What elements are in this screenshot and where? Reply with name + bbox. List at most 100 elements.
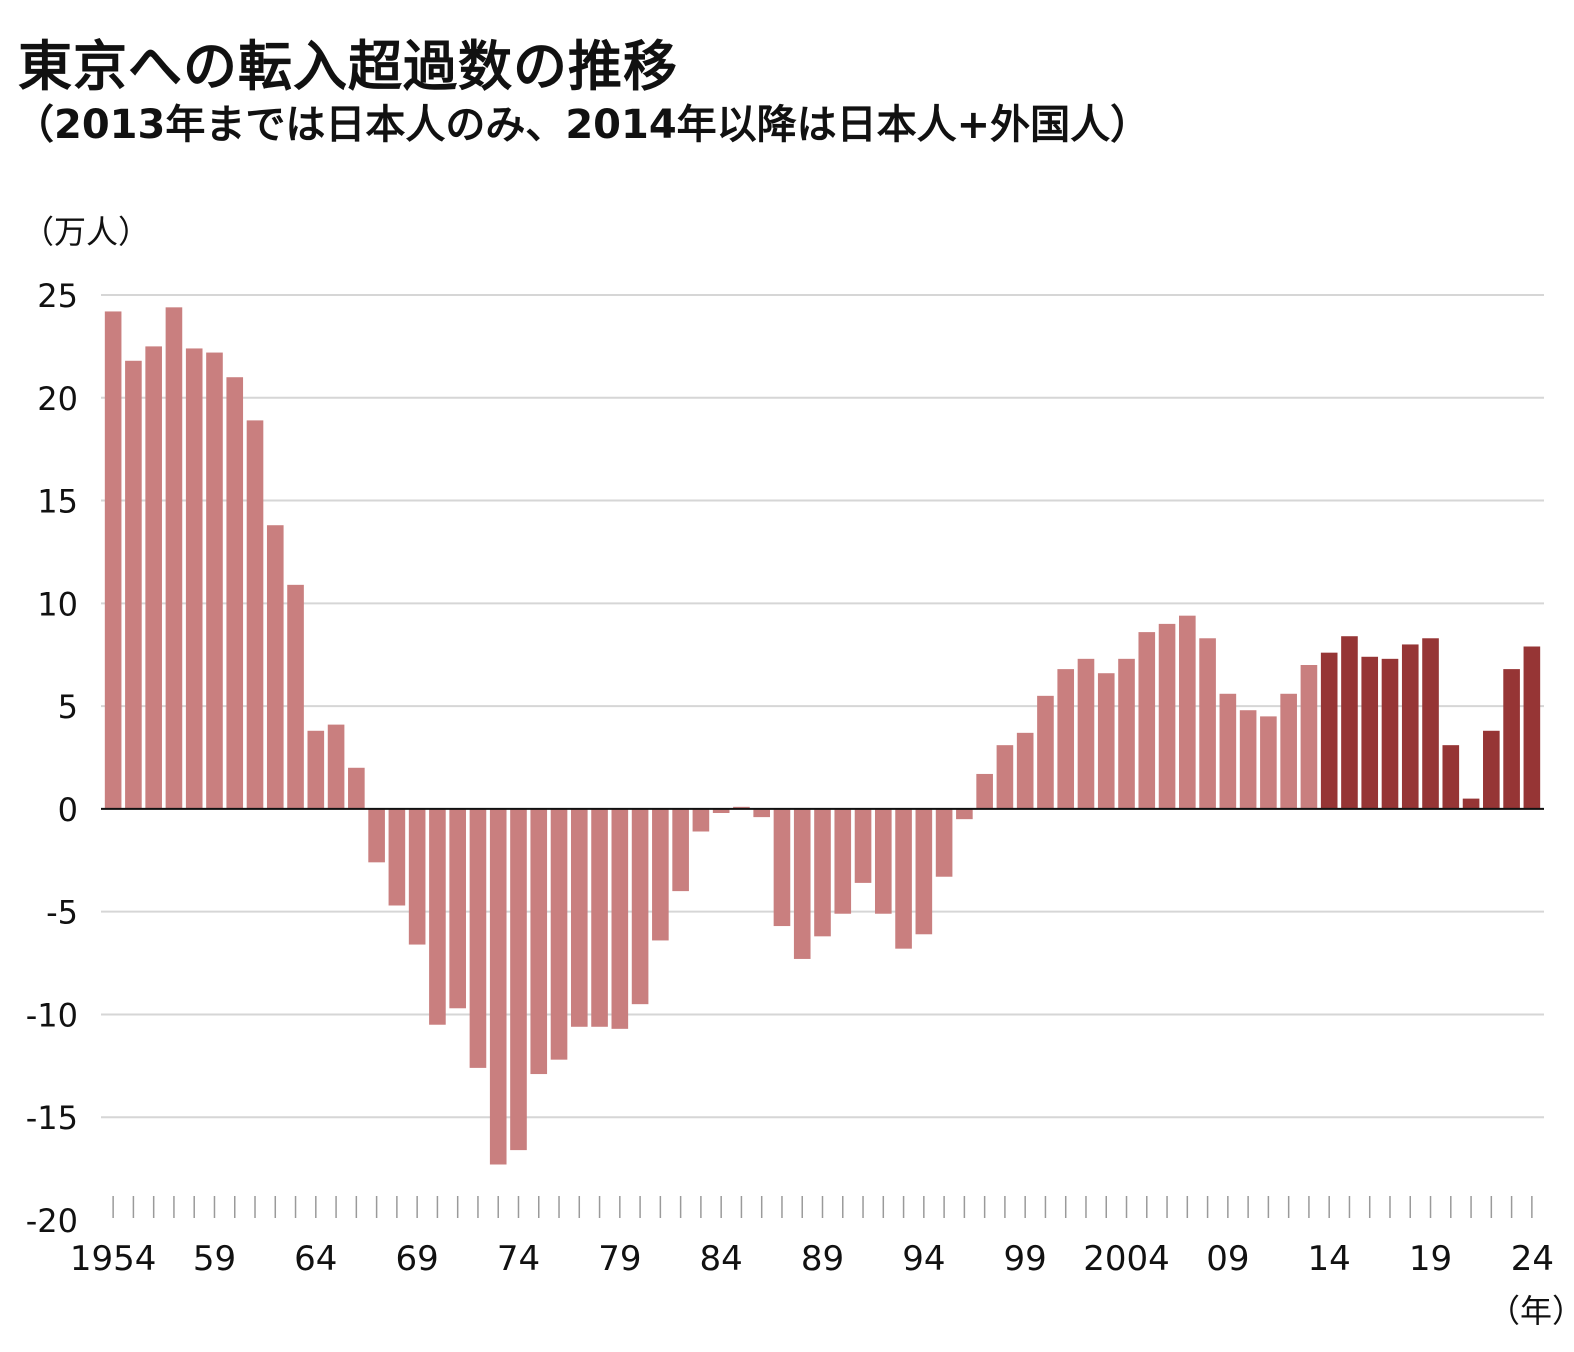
bar-2007 [1179,615,1196,809]
bar-1991 [854,808,872,883]
bar-1988 [793,808,811,959]
bar-2002 [1077,658,1095,809]
bar-1961 [246,420,264,809]
bar-1969 [408,808,426,945]
bar-2011 [1260,716,1277,809]
bar-1956 [145,346,162,809]
x-tick-label: 74 [497,1239,540,1279]
y-tick-label: -5 [46,894,78,932]
bar-2022 [1483,730,1500,809]
y-tick-label: -15 [26,1099,78,1137]
bar-1989 [814,808,831,937]
y-tick-label: 20 [37,380,78,418]
bar-1958 [185,348,203,809]
bar-2004 [1118,658,1135,809]
x-tick-label: 89 [801,1239,844,1279]
y-tick-label: -10 [26,996,78,1034]
x-tick-label: 64 [294,1239,337,1279]
bar-1974 [510,808,527,1151]
x-tick-label: 69 [396,1239,439,1279]
y-tick-label: 25 [37,277,78,315]
bar-1994 [915,808,933,935]
bar-1955 [125,360,142,809]
bar-2018 [1401,644,1419,809]
x-axis: 1954 59 64 69 74 79 84 89 94 99 2004 09 14 19 24 [70,1196,1554,1279]
bar-1980 [631,808,649,1005]
bar-1987 [773,808,791,927]
bar-1981 [652,808,669,941]
bar-1963 [287,584,304,809]
bar-1957 [165,307,183,809]
bar-1982 [672,808,689,892]
chart-subtitle: （2013年までは日本人のみ、2014年以降は日本人+外国人） [14,102,1151,148]
bar-2001 [1057,669,1075,809]
bar-1979 [611,808,629,1029]
y-tick-label: 10 [37,585,78,623]
bar-1971 [449,808,466,1009]
y-tick-label: 0 [58,791,78,829]
x-tick-label: 1954 [70,1239,157,1279]
y-tick-label: 15 [37,483,78,521]
bar-1999 [1016,732,1034,809]
gridlines [101,294,1544,1119]
x-tick-label: 14 [1308,1239,1351,1279]
bar-2003 [1097,673,1115,809]
bar-1960 [226,377,244,809]
bar-2012 [1280,693,1297,809]
y-axis: 25 20 15 10 5 0 -5 -10 -15 -20 [26,277,78,1240]
bar-2008 [1199,638,1216,809]
x-tick-label: 94 [902,1239,945,1279]
bar-2013 [1300,665,1318,809]
bar-2005 [1138,632,1156,809]
x-tick-label: 2004 [1083,1239,1170,1279]
bar-2010 [1239,710,1257,809]
chart-title: 東京への転入超過数の推移 [18,35,678,98]
bar-2006 [1158,623,1176,809]
bar-1998 [996,745,1014,809]
x-tick-label: 84 [700,1239,743,1279]
bar-1968 [388,808,406,906]
bar-1977 [570,808,588,1027]
bar-1967 [368,808,385,863]
bar-2015 [1341,636,1358,809]
bar-2024 [1523,646,1541,809]
bar-1954 [104,311,122,809]
bar-2016 [1361,656,1379,809]
bar-1996 [956,808,973,820]
x-tick-label: 99 [1004,1239,1047,1279]
bar-1986 [753,808,771,818]
x-tick-label: 79 [598,1239,641,1279]
x-tick-label: 59 [193,1239,236,1279]
bar-2021 [1462,798,1480,809]
bar-1978 [591,808,608,1027]
y-axis-unit-label: （万人） [22,213,150,251]
bar-1962 [266,525,284,809]
bar-2020 [1442,745,1460,809]
bar-1997 [976,773,993,809]
bar-1995 [935,808,953,877]
bar-1966 [348,767,365,809]
bar-2017 [1381,658,1399,809]
bar-1965 [327,724,345,809]
bar-1976 [550,808,568,1060]
x-tick-label: 19 [1409,1239,1452,1279]
bar-2000 [1037,695,1054,809]
bar-1973 [489,808,507,1165]
bars [104,307,1541,1165]
bar-1972 [469,808,487,1068]
bar-1964 [307,730,325,809]
bar-1975 [530,808,548,1075]
x-tick-label: 24 [1511,1239,1554,1279]
bar-2019 [1422,638,1439,809]
bar-1983 [692,808,710,832]
bar-1970 [429,808,446,1025]
bar-1990 [834,808,852,914]
y-tick-label: 5 [58,688,78,726]
x-tick-label: 09 [1206,1239,1249,1279]
bar-2009 [1219,693,1237,809]
bar-1984 [712,808,730,813]
bar-1959 [206,352,223,809]
bar-2014 [1320,652,1338,809]
bar-2023 [1503,669,1520,809]
